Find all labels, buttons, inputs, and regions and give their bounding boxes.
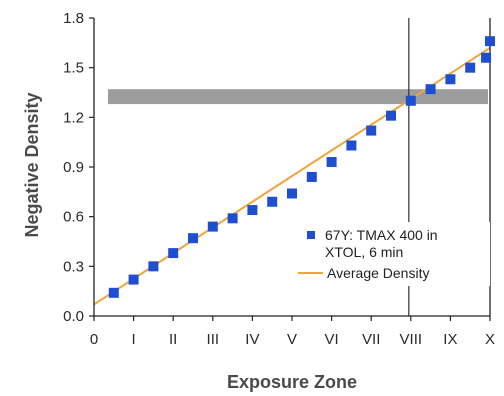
legend: 67Y: TMAX 400 in XTOL, 6 min Average Den… <box>298 222 490 286</box>
data-point-marker <box>346 140 357 151</box>
y-tick-label: 0.6 <box>63 209 84 226</box>
data-point-marker <box>481 52 492 63</box>
x-tick-label: I <box>132 331 136 348</box>
data-point-marker <box>445 74 456 85</box>
data-point-marker <box>207 221 218 232</box>
x-tick-label: X <box>485 331 495 348</box>
data-point-marker <box>128 274 139 285</box>
data-point-marker <box>465 62 476 73</box>
x-tick-label: 0 <box>90 331 98 348</box>
y-axis-title: Negative Density <box>22 92 42 237</box>
x-tick-label: V <box>287 331 297 348</box>
y-tick-label: 1.2 <box>63 109 84 126</box>
y-tick-label: 1.8 <box>63 10 84 27</box>
plot-area: 0.00.30.60.91.21.51.80 I II III IV V VI VII VIII… <box>63 10 495 348</box>
legend-box <box>300 222 490 286</box>
data-point-marker <box>366 125 377 136</box>
legend-label-series-1-line1: 67Y: TMAX 400 in <box>325 227 438 243</box>
x-axis-title: Exposure Zone <box>227 372 357 392</box>
legend-label-series-2: Average Density <box>327 265 429 281</box>
data-point-marker <box>386 110 396 121</box>
data-point-marker <box>405 95 416 106</box>
data-point-marker <box>485 36 495 47</box>
data-point-marker <box>168 248 179 259</box>
data-point-marker <box>306 171 317 182</box>
average-density-line <box>93 46 491 306</box>
y-tick-label: 0.9 <box>63 159 84 176</box>
data-point-marker <box>267 196 278 207</box>
data-point-marker <box>188 233 198 244</box>
shaded-density-band <box>108 89 488 105</box>
x-tick-label: II <box>169 331 177 348</box>
data-point-marker <box>287 188 297 199</box>
x-tick-label: VI <box>325 331 339 348</box>
x-tick-label: III <box>207 331 220 348</box>
x-tick-label: IV <box>245 331 259 348</box>
data-point-marker <box>247 205 258 216</box>
y-tick-label: 1.5 <box>63 60 84 77</box>
x-tick-label: VIII <box>400 331 423 348</box>
legend-marker-series-1 <box>307 231 315 239</box>
legend-label-series-1-line2: XTOL, 6 min <box>325 244 403 260</box>
data-point-marker <box>108 287 119 298</box>
y-tick-label: 0.0 <box>63 308 84 325</box>
y-tick-label: 0.3 <box>63 258 84 275</box>
data-point-marker <box>227 213 238 224</box>
x-tick-label: IX <box>443 331 457 348</box>
data-point-marker <box>148 261 159 272</box>
data-point-marker <box>326 157 337 168</box>
x-tick-label: VII <box>362 331 380 348</box>
data-point-marker <box>425 84 436 95</box>
